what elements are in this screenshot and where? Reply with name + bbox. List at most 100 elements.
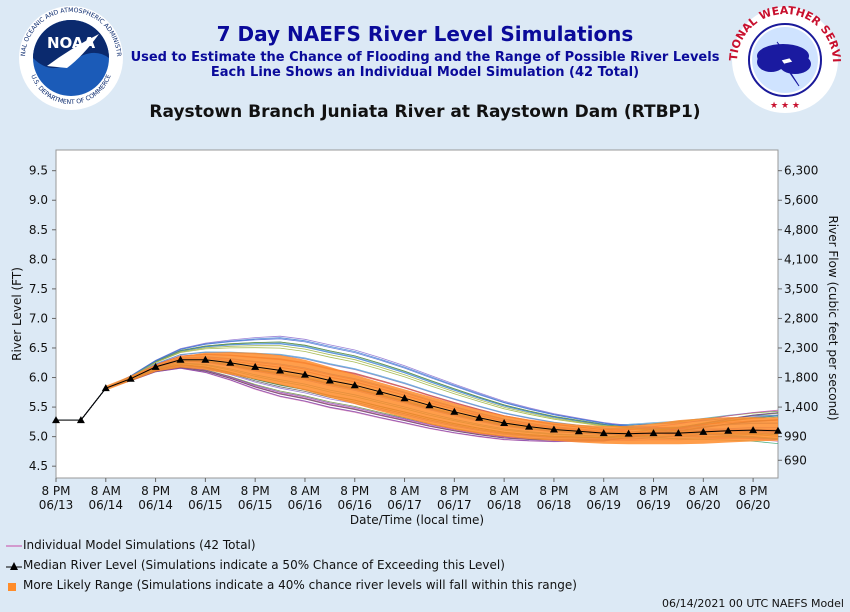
y-tick-label: 8.5 bbox=[29, 223, 48, 237]
y2-tick-label: 2,800 bbox=[784, 311, 818, 325]
median-point bbox=[599, 429, 608, 437]
nws-logo: NATIONAL WEATHER SERVICE ★ ★ ★ bbox=[727, 2, 843, 113]
legend-median-label: Median River Level (Simulations indicate… bbox=[23, 558, 505, 572]
y2-tick-label: 4,800 bbox=[784, 223, 818, 237]
median-point bbox=[500, 419, 509, 427]
median-point bbox=[201, 355, 210, 363]
median-point bbox=[649, 429, 658, 437]
x-tick-label-date: 06/16 bbox=[337, 498, 372, 512]
median-point bbox=[400, 394, 409, 402]
x-tick-label-date: 06/18 bbox=[537, 498, 572, 512]
y2-tick-label: 4,100 bbox=[784, 252, 818, 266]
median-point bbox=[101, 384, 110, 392]
y-tick-label: 5.0 bbox=[29, 430, 48, 444]
median-point bbox=[350, 381, 359, 389]
median-point bbox=[624, 429, 633, 437]
x-tick-label-date: 06/20 bbox=[686, 498, 721, 512]
model-run-footer: 06/14/2021 00 UTC NAEFS Model bbox=[661, 597, 844, 610]
median-point bbox=[774, 426, 782, 434]
median-point bbox=[574, 427, 583, 435]
y-axis-label: River Level (FT) bbox=[10, 267, 24, 361]
x-tick-label-time: 8 PM bbox=[539, 484, 568, 498]
x-tick-label-date: 06/19 bbox=[586, 498, 621, 512]
x-tick-label-time: 8 AM bbox=[91, 484, 121, 498]
y2-tick-label: 5,600 bbox=[784, 193, 818, 207]
y2-tick-label: 6,300 bbox=[784, 164, 818, 178]
median-point bbox=[226, 358, 235, 366]
x-tick-label-date: 06/14 bbox=[138, 498, 173, 512]
y-tick-label: 7.5 bbox=[29, 282, 48, 296]
median-path bbox=[56, 359, 779, 435]
y2-tick-label: 1,400 bbox=[784, 400, 818, 414]
noaa-logo: NOAA NATIONAL OCEANIC AND ATMOSPHERIC AD… bbox=[13, 4, 123, 110]
y-tick-label: 6.5 bbox=[29, 341, 48, 355]
x-tick-label-time: 8 AM bbox=[688, 484, 718, 498]
x-tick-label-date: 06/20 bbox=[736, 498, 771, 512]
likely-range-band bbox=[105, 352, 779, 445]
median-point bbox=[549, 425, 558, 433]
x-tick-label-time: 8 PM bbox=[639, 484, 668, 498]
x-tick-label-time: 8 AM bbox=[390, 484, 420, 498]
x-tick-label-time: 8 PM bbox=[241, 484, 270, 498]
x-tick-label-time: 8 AM bbox=[489, 484, 519, 498]
median-point bbox=[251, 362, 260, 370]
median-point bbox=[126, 374, 135, 382]
y-tick-label: 9.5 bbox=[29, 164, 48, 178]
median-point bbox=[674, 429, 683, 437]
x-tick-label-time: 8 PM bbox=[340, 484, 369, 498]
chart-subtitle-2: Each Line Shows an Individual Model Simu… bbox=[210, 65, 640, 80]
chart-title: 7 Day NAEFS River Level Simulations bbox=[216, 22, 634, 46]
legend-range-label: More Likely Range (Simulations indicate … bbox=[23, 578, 577, 592]
x-tick-label-time: 8 PM bbox=[739, 484, 768, 498]
median-point bbox=[76, 416, 85, 424]
y-tick-label: 8.0 bbox=[29, 252, 48, 266]
nws-stars: ★ ★ ★ bbox=[770, 101, 800, 111]
y-tick-label: 5.5 bbox=[29, 400, 48, 414]
x-tick-label-date: 06/15 bbox=[188, 498, 223, 512]
noaa-text: NOAA bbox=[47, 34, 96, 52]
station-name: Raystown Branch Juniata River at Raystow… bbox=[149, 102, 701, 122]
y2-tick-label: 990 bbox=[784, 430, 807, 444]
y2-axis-label: River Flow (cubic feet per second) bbox=[826, 215, 840, 420]
x-tick-label-time: 8 PM bbox=[41, 484, 70, 498]
x-tick-label-date: 06/15 bbox=[238, 498, 273, 512]
x-tick-label-time: 8 AM bbox=[190, 484, 220, 498]
chart-subtitle-1: Used to Estimate the Chance of Flooding … bbox=[130, 50, 720, 65]
median-point bbox=[475, 413, 484, 421]
x-tick-label-date: 06/13 bbox=[39, 498, 74, 512]
median-point bbox=[724, 426, 733, 434]
y2-tick-label: 3,500 bbox=[784, 282, 818, 296]
x-tick-label-date: 06/14 bbox=[88, 498, 123, 512]
y-tick-label: 7.0 bbox=[29, 311, 48, 325]
y2-tick-label: 1,800 bbox=[784, 371, 818, 385]
median-line bbox=[52, 355, 782, 437]
x-tick-label-time: 8 AM bbox=[589, 484, 619, 498]
median-point bbox=[52, 416, 60, 424]
x-tick-label-date: 06/19 bbox=[636, 498, 671, 512]
median-point bbox=[749, 426, 758, 434]
x-tick-label-time: 8 AM bbox=[290, 484, 320, 498]
y2-tick-label: 690 bbox=[784, 453, 807, 467]
median-point bbox=[699, 427, 708, 435]
median-point bbox=[276, 366, 285, 374]
median-point bbox=[425, 401, 434, 409]
median-point bbox=[325, 376, 334, 384]
median-point bbox=[525, 422, 534, 430]
y-axis-right: 690 990 1,400 1,800 2,300 2,800 3,500 4,100 4,80… bbox=[778, 164, 818, 467]
x-tick-label-date: 06/16 bbox=[288, 498, 323, 512]
x-tick-label-date: 06/17 bbox=[387, 498, 422, 512]
x-axis-label: Date/Time (local time) bbox=[350, 513, 484, 527]
y-tick-label: 6.0 bbox=[29, 371, 48, 385]
y-tick-label: 9.0 bbox=[29, 193, 48, 207]
y-tick-label: 4.5 bbox=[29, 459, 48, 473]
x-tick-label-date: 06/17 bbox=[437, 498, 472, 512]
median-point bbox=[151, 362, 160, 370]
median-point bbox=[300, 370, 309, 378]
x-tick-label-time: 8 PM bbox=[440, 484, 469, 498]
legend-members-label: Individual Model Simulations (42 Total) bbox=[23, 538, 256, 552]
median-point bbox=[375, 387, 384, 395]
x-tick-label-date: 06/18 bbox=[487, 498, 522, 512]
y-axis-left: 4.5 5.0 5.5 6.0 6.5 7.0 7.5 8.0 8.5 9.0 9.5 bbox=[29, 164, 56, 473]
